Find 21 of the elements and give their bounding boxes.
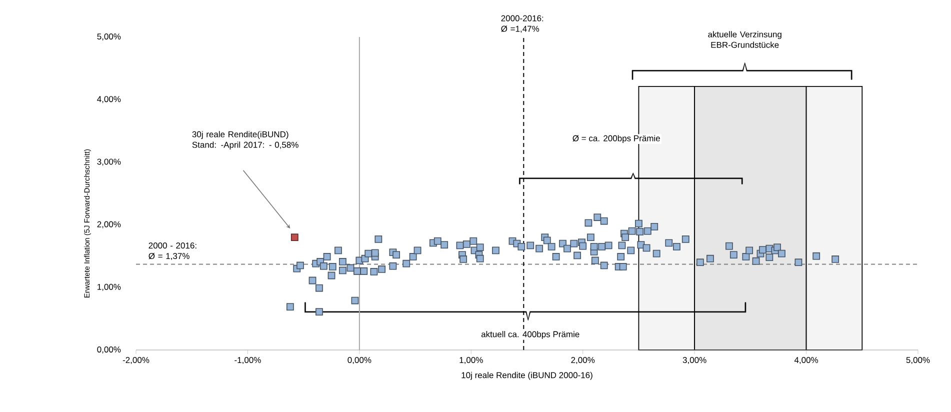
y-tick-label: 5,00%: [97, 33, 121, 41]
y-tick-label: 0,00%: [97, 346, 121, 354]
ref-line-label: 2000-2016: Ø =1,47%: [501, 15, 544, 33]
x-tick-label: 2,00%: [571, 357, 595, 364]
x-tick-label: 5,00%: [906, 357, 930, 364]
x-axis-title: 10j reale Rendite (iBUND 2000-16): [462, 372, 592, 380]
x-tick-label: -2,00%: [122, 357, 150, 364]
annotation: aktuelle Verzinsung EBR-Grundstücke: [708, 31, 782, 48]
annotation: Ø = ca. 200bps Prämie: [572, 135, 660, 143]
x-tick-label: 4,00%: [794, 357, 818, 364]
x-tick-label: -1,00%: [234, 357, 261, 364]
y-tick-label: 2,00%: [97, 221, 121, 228]
x-tick-label: 0,00%: [348, 357, 372, 364]
y-tick-label: 4,00%: [97, 96, 121, 104]
x-tick-label: 3,00%: [682, 357, 706, 364]
annotation: 30j reale Rendite(iBUND) Stand: -April 2017: - 0,58%: [192, 131, 298, 150]
ref-line-label: 2000 - 2016: Ø = 1,37%: [148, 242, 196, 260]
y-tick-label: 1,00%: [98, 284, 121, 291]
y-tick-label: 3,00%: [97, 158, 121, 166]
x-tick-label: 1,00%: [460, 357, 483, 364]
annotation: aktuell ca. 400bps Prämie: [481, 330, 580, 339]
